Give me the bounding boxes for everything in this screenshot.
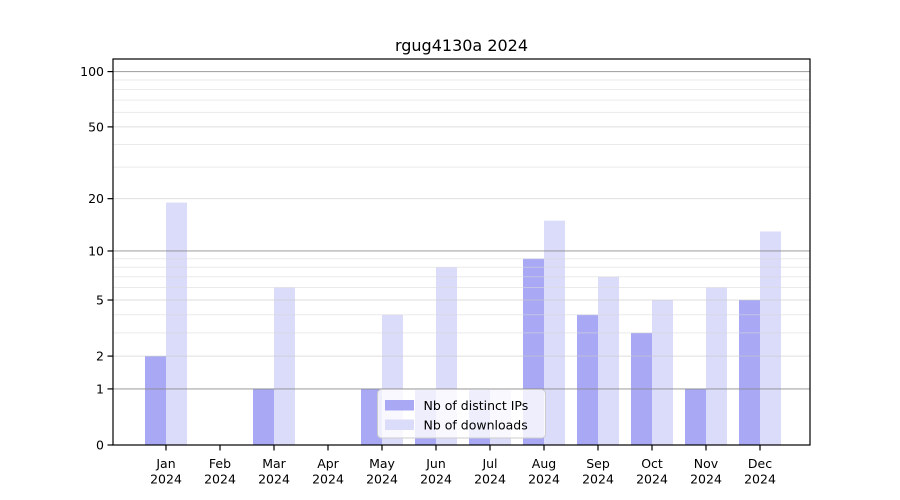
x-tick-label-month: Oct: [641, 456, 663, 471]
y-tick-label: 10: [88, 243, 104, 258]
x-tick-label-year: 2024: [528, 472, 560, 487]
bar-distinct-ips: [253, 388, 274, 445]
y-tick-label: 5: [96, 293, 104, 308]
x-tick-label-year: 2024: [636, 472, 668, 487]
x-tick-label-year: 2024: [258, 472, 290, 487]
x-tick-label-year: 2024: [366, 472, 398, 487]
x-tick-label-month: Jul: [481, 456, 497, 471]
bar-downloads: [274, 287, 295, 445]
x-tick-label-month: Nov: [694, 456, 719, 471]
y-tick-label: 20: [88, 191, 104, 206]
bar-distinct-ips: [577, 314, 598, 445]
x-tick-label-month: Mar: [262, 456, 286, 471]
legend-label-downloads: Nb of downloads: [424, 418, 528, 433]
x-tick-label-year: 2024: [474, 472, 506, 487]
legend-box: [377, 389, 546, 439]
x-tick-label-year: 2024: [204, 472, 236, 487]
x-tick-label-month: Aug: [532, 456, 556, 471]
bar-downloads: [166, 202, 187, 445]
x-tick-label-year: 2024: [690, 472, 722, 487]
x-tick-label-month: Feb: [209, 456, 231, 471]
x-tick-label-year: 2024: [420, 472, 452, 487]
x-tick-label-year: 2024: [744, 472, 776, 487]
x-tick-label-month: Sep: [586, 456, 610, 471]
x-tick-label-month: Jun: [425, 456, 446, 471]
legend-swatch-distinct-ips: [385, 400, 414, 411]
plot-area-border: [112, 58, 811, 446]
x-tick-label-month: Dec: [748, 456, 772, 471]
bar-downloads: [652, 300, 673, 445]
bar-downloads: [598, 276, 619, 445]
x-tick-label-year: 2024: [312, 472, 344, 487]
bar-distinct-ips: [361, 388, 382, 445]
bar-distinct-ips: [145, 356, 166, 445]
bar-distinct-ips: [739, 300, 760, 445]
legend-label-distinct-ips: Nb of distinct IPs: [424, 398, 529, 413]
bar-distinct-ips: [685, 388, 706, 445]
y-tick-label: 0: [96, 438, 104, 453]
bar-downloads: [706, 287, 727, 445]
bar-downloads: [760, 231, 781, 445]
x-tick-label-year: 2024: [150, 472, 182, 487]
chart-title: rgug4130a 2024: [395, 36, 528, 55]
y-tick-label: 100: [80, 64, 104, 79]
x-tick-label-month: May: [369, 456, 395, 471]
y-tick-label: 2: [96, 349, 104, 364]
x-tick-label-month: Jan: [155, 456, 175, 471]
x-tick-label-month: Apr: [317, 456, 339, 471]
y-tick-label: 1: [96, 381, 104, 396]
x-tick-label-year: 2024: [582, 472, 614, 487]
legend-swatch-downloads: [385, 419, 414, 430]
y-tick-label: 50: [88, 119, 104, 134]
